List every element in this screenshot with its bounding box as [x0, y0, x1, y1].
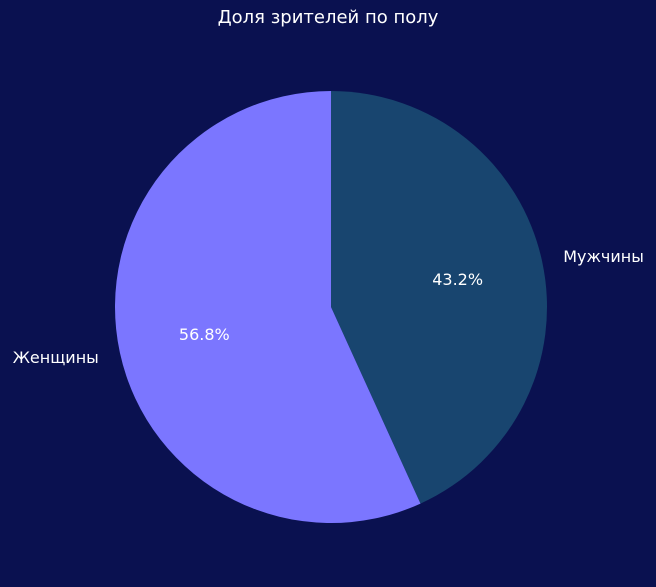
pie-percent-label: 56.8%: [179, 325, 230, 344]
pie-category-label: Мужчины: [563, 247, 644, 266]
pie-labels: 43.2% Мужчины 56.8% Женщины: [13, 247, 644, 367]
pie-category-label: Женщины: [13, 348, 99, 367]
pie-percent-label: 43.2%: [432, 270, 483, 289]
pie-slices: [114, 91, 547, 523]
pie-slice-1: [114, 91, 421, 523]
pie-slice-0: [331, 91, 547, 504]
chart-title: Доля зрителей по полу: [217, 7, 439, 28]
